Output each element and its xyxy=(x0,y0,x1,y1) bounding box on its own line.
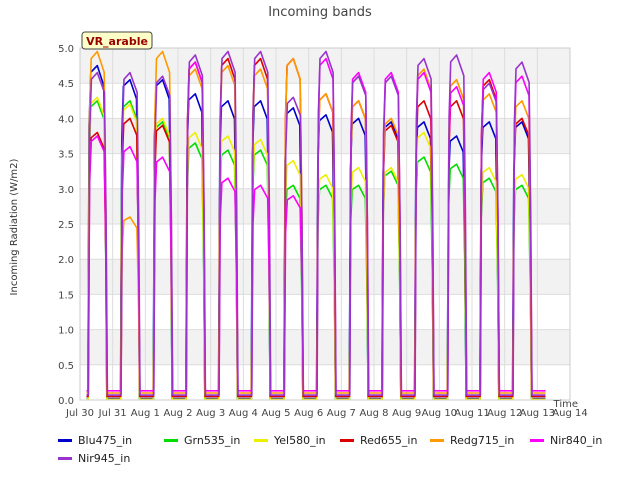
legend-label: Blu475_in xyxy=(78,434,133,447)
background-band xyxy=(80,259,570,295)
y-tick-label: 2.5 xyxy=(58,220,74,231)
x-tick-label: Aug 5 xyxy=(261,408,290,419)
gridlines xyxy=(79,47,571,401)
site-annotation-text: VR_arable xyxy=(86,35,148,48)
site-annotation-box xyxy=(81,31,153,50)
x-tick-label: Aug 4 xyxy=(229,408,258,419)
x-tick-label: Jul 31 xyxy=(98,408,127,419)
x-tick-label: Aug 13 xyxy=(520,408,555,419)
x-tick-label: Jul 30 xyxy=(65,408,94,419)
x-tick-label: Aug 1 xyxy=(131,408,160,419)
series-lines xyxy=(86,50,546,401)
legend-swatch xyxy=(530,439,544,442)
y-axis-label: Incoming Radiation (W/m2) xyxy=(9,158,20,295)
plot-frame xyxy=(79,47,571,401)
x-tick-label: Aug 14 xyxy=(552,408,587,419)
y-axis-ticks: 0.0 0.5 1.0 1.5 2.0 2.5 3.0 3.5 4.0 4.5 5.0 xyxy=(58,44,74,407)
legend-swatch xyxy=(254,439,268,442)
x-axis-ticks: Jul 30 Jul 31 Aug 1 Aug 2 Aug 3 Aug 4 Aug 5 Aug… xyxy=(65,408,588,419)
y-tick-label: 0.5 xyxy=(58,361,74,372)
chart-title: Incoming bands xyxy=(268,5,372,20)
legend-swatch xyxy=(58,439,72,442)
x-tick-label: Aug 11 xyxy=(454,408,489,419)
y-tick-label: 1.5 xyxy=(58,290,74,301)
x-tick-label: Aug 6 xyxy=(294,408,323,419)
x-tick-label: Aug 7 xyxy=(327,408,356,419)
y-tick-label: 4.5 xyxy=(58,79,74,90)
x-tick-label: Aug 9 xyxy=(392,408,421,419)
x-tick-label: Aug 12 xyxy=(487,408,522,419)
x-tick-label: Aug 3 xyxy=(196,408,225,419)
background-band xyxy=(80,118,570,154)
y-tick-label: 3.0 xyxy=(58,185,74,196)
x-tick-label: Aug 10 xyxy=(422,408,457,419)
background-band xyxy=(80,188,570,224)
legend-label: Red655_in xyxy=(360,434,418,447)
legend-label: Nir945_in xyxy=(78,452,131,465)
legend-swatch xyxy=(58,457,72,460)
y-tick-label: 1.0 xyxy=(58,326,74,337)
legend-swatch xyxy=(340,439,354,442)
legend-swatch xyxy=(430,439,444,442)
y-tick-label: 3.5 xyxy=(58,150,74,161)
legend-item: Nir840_in xyxy=(530,434,602,447)
legend-item: Nir945_in xyxy=(58,452,130,465)
legend-label: Grn535_in xyxy=(184,434,241,447)
y-tick-label: 2.0 xyxy=(58,255,74,266)
x-tick-label: Aug 2 xyxy=(163,408,192,419)
legend-item: Grn535_in xyxy=(164,434,240,447)
legend-item: Blu475_in xyxy=(58,434,132,447)
y-tick-label: 4.0 xyxy=(58,114,74,125)
legend-label: Nir840_in xyxy=(550,434,603,447)
background-band xyxy=(80,329,570,365)
y-tick-label: 0.0 xyxy=(58,396,74,407)
legend-item: Red655_in xyxy=(340,434,417,447)
legend-item: Redg715_in xyxy=(430,434,514,447)
y-tick-label: 5.0 xyxy=(58,44,74,55)
legend-swatch xyxy=(164,439,178,442)
legend-label: Yel580_in xyxy=(274,434,326,447)
legend-label: Redg715_in xyxy=(450,434,515,447)
series-line-nir945-in xyxy=(86,50,546,396)
x-axis-label: Time xyxy=(553,399,578,410)
legend-item: Yel580_in xyxy=(254,434,326,447)
site-annotation: VR_arable xyxy=(81,31,153,50)
x-tick-label: Aug 8 xyxy=(359,408,388,419)
